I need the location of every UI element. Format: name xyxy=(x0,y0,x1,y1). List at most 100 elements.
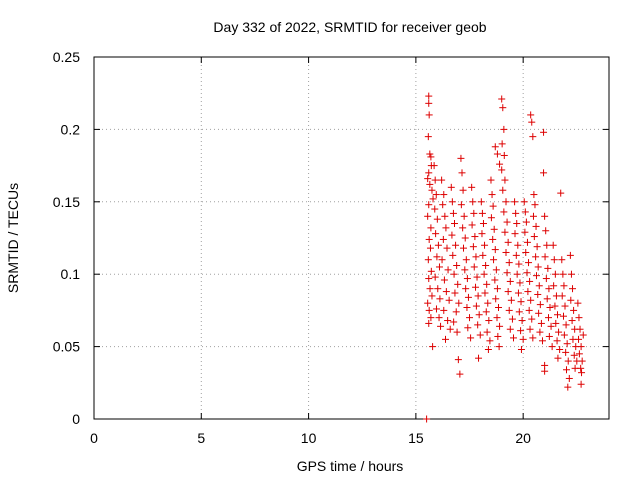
data-point xyxy=(570,351,578,359)
data-point xyxy=(456,370,464,378)
data-point xyxy=(478,230,486,238)
data-point xyxy=(444,317,452,325)
data-point xyxy=(562,348,570,356)
data-point xyxy=(558,292,566,300)
data-point xyxy=(448,231,456,239)
data-point xyxy=(481,289,489,297)
data-point xyxy=(560,282,568,290)
data-point xyxy=(431,176,439,184)
data-point xyxy=(569,285,577,293)
y-tick-label: 0.15 xyxy=(53,194,80,210)
data-point xyxy=(500,151,508,159)
data-point xyxy=(454,280,462,288)
x-tick-label: 10 xyxy=(301,430,317,446)
data-point xyxy=(478,209,486,217)
data-point xyxy=(537,319,545,327)
data-point xyxy=(517,298,525,306)
data-point xyxy=(458,169,466,177)
data-point xyxy=(440,276,448,284)
data-point xyxy=(473,273,481,281)
data-point xyxy=(496,160,504,168)
data-point xyxy=(430,162,438,170)
data-point xyxy=(498,140,506,148)
data-point xyxy=(457,154,465,162)
data-point xyxy=(575,314,583,322)
data-point xyxy=(567,296,575,304)
data-point xyxy=(425,169,433,177)
data-point xyxy=(512,209,520,217)
data-point xyxy=(492,295,500,303)
data-point xyxy=(464,293,472,301)
data-point xyxy=(523,269,531,277)
data-point xyxy=(514,289,522,297)
data-point xyxy=(531,201,539,209)
data-point xyxy=(467,334,475,342)
data-point xyxy=(548,343,556,351)
data-point xyxy=(500,125,508,133)
data-point xyxy=(511,230,519,238)
data-point xyxy=(432,230,440,238)
data-point xyxy=(439,201,447,209)
data-point xyxy=(544,264,552,272)
data-point xyxy=(487,176,495,184)
data-point xyxy=(519,335,527,343)
data-point xyxy=(471,233,479,241)
data-point xyxy=(558,256,566,264)
data-point xyxy=(494,332,502,340)
data-point xyxy=(487,214,495,222)
data-point xyxy=(452,241,460,249)
data-point xyxy=(427,153,435,161)
data-point xyxy=(517,345,525,353)
data-point xyxy=(425,319,433,327)
data-point xyxy=(423,415,431,423)
data-point xyxy=(574,299,582,307)
data-point xyxy=(576,325,584,333)
data-point xyxy=(468,183,476,191)
data-point xyxy=(437,322,445,330)
data-point xyxy=(563,340,571,348)
data-point xyxy=(472,302,480,310)
data-point xyxy=(550,256,558,264)
data-point xyxy=(455,299,463,307)
data-point xyxy=(534,290,542,298)
data-point xyxy=(435,263,443,271)
data-point xyxy=(482,308,490,316)
data-point xyxy=(561,302,569,310)
data-point xyxy=(550,282,558,290)
data-point xyxy=(525,259,533,267)
data-point xyxy=(515,308,523,316)
data-point xyxy=(534,263,542,271)
data-point xyxy=(453,262,461,270)
data-point xyxy=(433,253,441,261)
data-point xyxy=(432,191,440,199)
data-point xyxy=(532,253,540,261)
data-point xyxy=(494,304,502,312)
data-point xyxy=(542,275,550,283)
data-point xyxy=(563,366,571,374)
data-point xyxy=(459,224,467,232)
data-point xyxy=(480,270,488,278)
data-point xyxy=(546,304,554,312)
data-point xyxy=(498,166,506,174)
data-point xyxy=(486,337,494,345)
data-point xyxy=(427,224,435,232)
data-point xyxy=(483,280,491,288)
data-point xyxy=(482,262,490,270)
data-point xyxy=(463,275,471,283)
data-point xyxy=(436,295,444,303)
y-tick-label: 0.1 xyxy=(61,266,81,282)
data-point xyxy=(516,279,524,287)
data-point xyxy=(424,133,432,141)
data-point xyxy=(532,272,540,280)
data-point xyxy=(428,292,436,300)
y-tick-label: 0 xyxy=(72,411,80,427)
data-point xyxy=(429,343,437,351)
data-point xyxy=(578,357,586,365)
data-point xyxy=(440,306,448,314)
data-point xyxy=(499,104,507,112)
data-point xyxy=(474,321,482,329)
data-point xyxy=(442,288,450,296)
data-point xyxy=(547,322,555,330)
data-point xyxy=(577,364,585,372)
data-point xyxy=(522,248,530,256)
